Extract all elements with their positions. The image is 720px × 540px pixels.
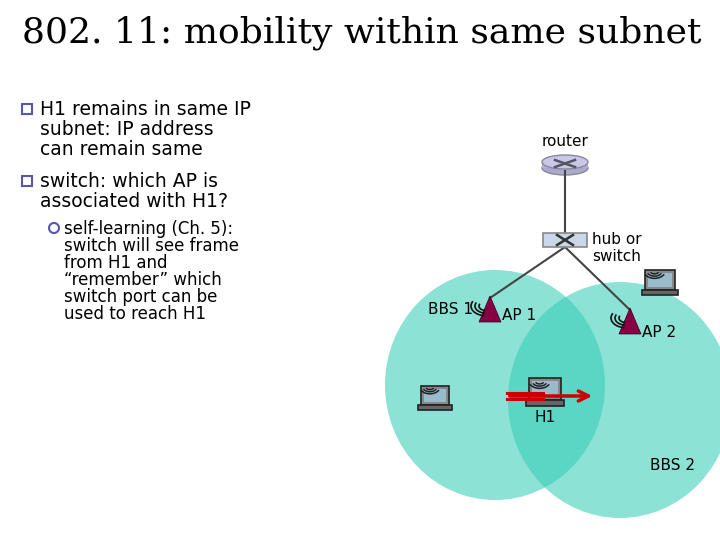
FancyBboxPatch shape	[642, 290, 678, 295]
Text: “remember” which: “remember” which	[64, 271, 222, 289]
FancyBboxPatch shape	[543, 233, 587, 247]
Ellipse shape	[542, 155, 588, 169]
Ellipse shape	[542, 161, 588, 175]
Polygon shape	[479, 296, 501, 322]
Text: switch port can be: switch port can be	[64, 288, 217, 306]
Text: from H1 and: from H1 and	[64, 254, 168, 272]
Bar	[22, 104, 32, 114]
Circle shape	[49, 223, 59, 233]
Text: router: router	[541, 134, 588, 149]
Text: H1: H1	[534, 410, 556, 425]
Ellipse shape	[385, 270, 605, 500]
FancyBboxPatch shape	[418, 405, 452, 410]
FancyBboxPatch shape	[424, 389, 446, 402]
Text: switch will see frame: switch will see frame	[64, 237, 239, 255]
Text: H1 remains in same IP: H1 remains in same IP	[40, 100, 251, 119]
Text: self-learning (Ch. 5):: self-learning (Ch. 5):	[64, 220, 233, 238]
FancyBboxPatch shape	[529, 378, 561, 400]
Text: hub or
switch: hub or switch	[592, 232, 642, 265]
Text: AP 2: AP 2	[642, 325, 676, 340]
Text: associated with H1?: associated with H1?	[40, 192, 228, 211]
Text: switch: which AP is: switch: which AP is	[40, 172, 218, 191]
Bar	[22, 176, 32, 186]
FancyBboxPatch shape	[421, 386, 449, 405]
Text: BBS 2: BBS 2	[650, 458, 695, 473]
Text: BBS 1: BBS 1	[428, 302, 473, 317]
Text: can remain same: can remain same	[40, 140, 203, 159]
Text: 802. 11: mobility within same subnet: 802. 11: mobility within same subnet	[22, 15, 701, 50]
Text: subnet: IP address: subnet: IP address	[40, 120, 214, 139]
Polygon shape	[619, 308, 641, 334]
FancyBboxPatch shape	[526, 400, 564, 406]
Text: AP 1: AP 1	[502, 308, 536, 323]
FancyBboxPatch shape	[648, 273, 672, 287]
FancyBboxPatch shape	[532, 381, 558, 397]
Ellipse shape	[508, 282, 720, 518]
Text: used to reach H1: used to reach H1	[64, 305, 206, 323]
FancyBboxPatch shape	[645, 270, 675, 290]
Bar	[542, 162, 588, 168]
